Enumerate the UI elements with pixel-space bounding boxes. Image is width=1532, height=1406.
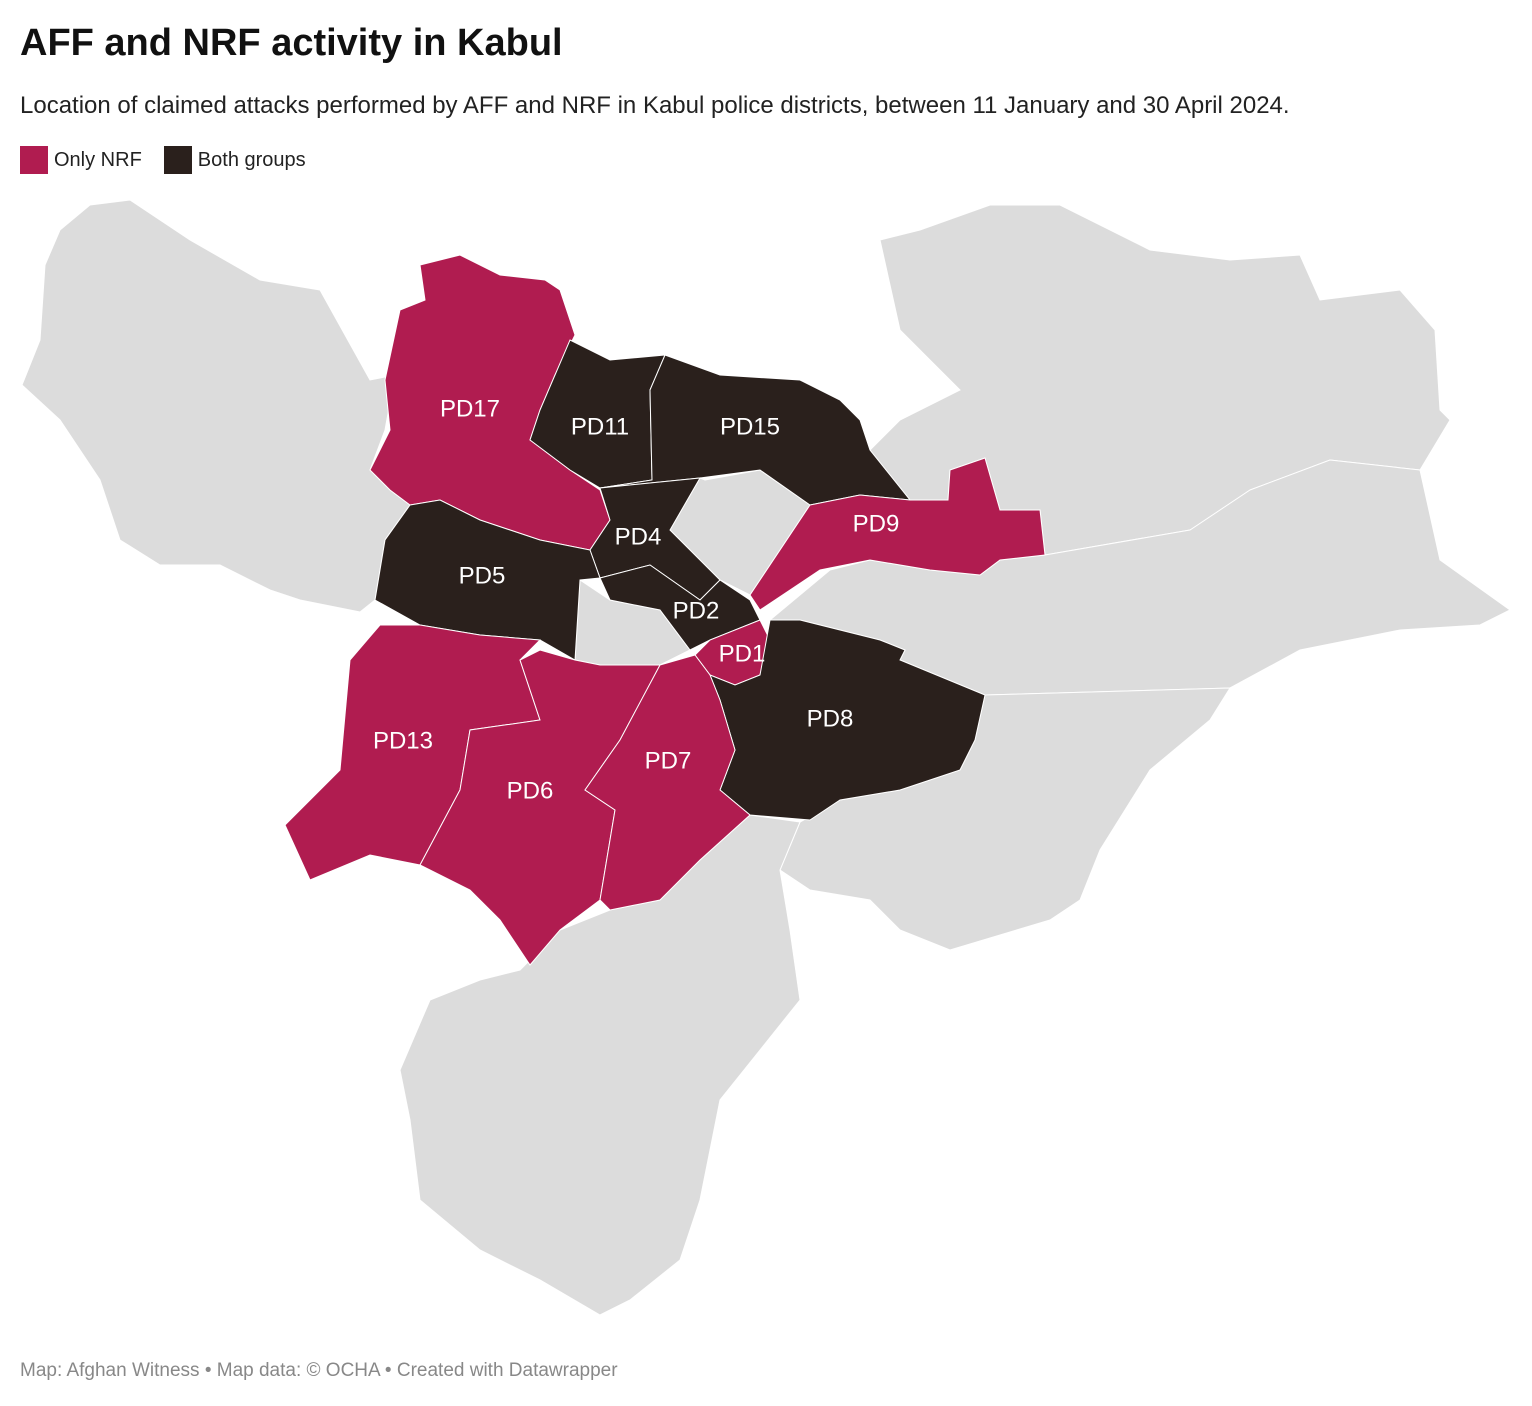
district-label: PD8 [807, 705, 854, 732]
districts [284, 254, 1046, 966]
legend-item: Both groups [163, 146, 306, 174]
district [749, 457, 1046, 611]
legend-swatch [20, 146, 48, 174]
district-label: PD13 [373, 727, 433, 754]
area [399, 814, 801, 1316]
footer: Map: Afghan Witness • Map data: © OCHA •… [20, 1360, 618, 1381]
legend-label: Both groups [197, 148, 306, 171]
subtitle: Location of claimed attacks performed by… [20, 92, 1290, 119]
district-label: PD1 [719, 640, 766, 667]
legend-label: Only NRF [54, 148, 142, 171]
district [419, 649, 661, 966]
legend: Only NRF Both groups [20, 146, 306, 174]
district-label: PD4 [615, 523, 662, 550]
district-label: PD2 [673, 597, 720, 624]
district-label: PD6 [507, 777, 554, 804]
area [21, 199, 411, 613]
district-label: PD15 [720, 413, 780, 440]
district-label: PD5 [459, 562, 506, 589]
district [584, 654, 751, 911]
district-label: PD11 [571, 413, 629, 440]
title: AFF and NRF activity in Kabul [20, 22, 563, 64]
district-label: PD7 [645, 747, 692, 774]
district-label: PD9 [853, 510, 900, 537]
district-label: PD17 [440, 395, 500, 422]
district [374, 499, 601, 661]
legend-item: Only NRF [20, 146, 142, 174]
legend-swatch [163, 146, 192, 174]
